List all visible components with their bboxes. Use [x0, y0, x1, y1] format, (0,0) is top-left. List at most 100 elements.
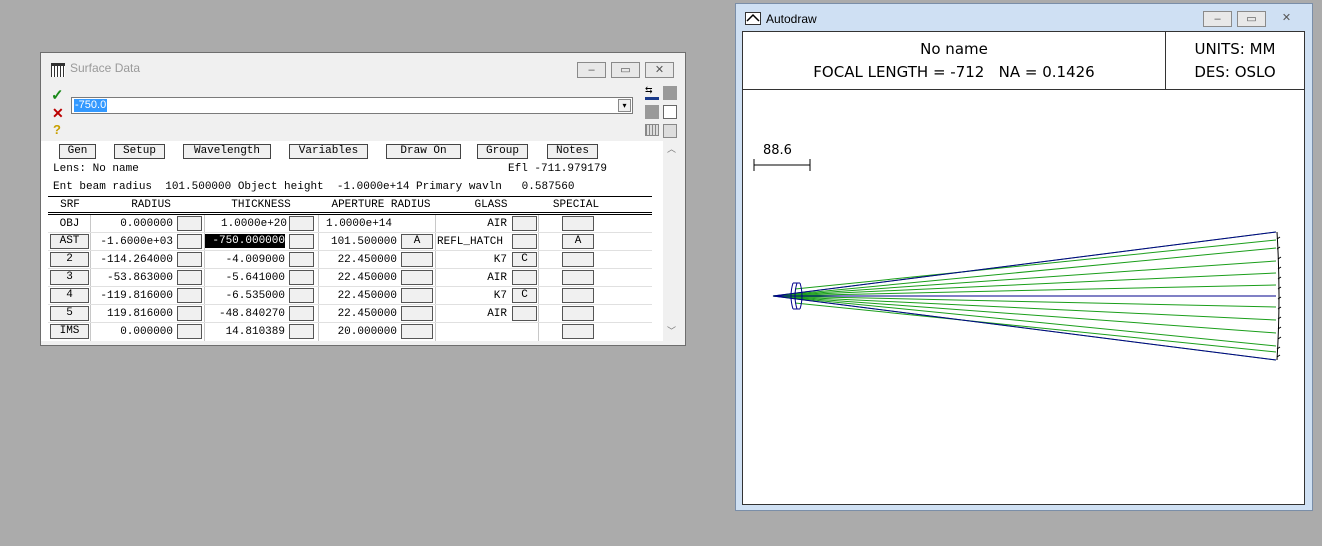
close-button[interactable]: ✕	[645, 62, 674, 78]
special-button[interactable]	[562, 252, 594, 267]
aperture-flag[interactable]	[401, 306, 433, 321]
srf-button[interactable]: 4	[50, 288, 89, 303]
radius-value[interactable]: 0.000000	[120, 326, 173, 338]
glass-flag[interactable]: C	[512, 288, 537, 303]
radius-flag[interactable]	[177, 270, 202, 285]
col-sep	[435, 215, 436, 341]
autodraw-titlebar[interactable]: Autodraw – ▭ ✕	[736, 4, 1312, 32]
aperture-flag[interactable]	[401, 270, 433, 285]
notes-button[interactable]: Notes	[547, 144, 598, 159]
aperture-value[interactable]: 20.000000	[337, 326, 397, 338]
aperture-value[interactable]: 101.500000	[330, 236, 397, 248]
thickness-value[interactable]: -5.641000	[225, 272, 285, 284]
radius-flag[interactable]	[177, 288, 202, 303]
special-button[interactable]	[562, 288, 594, 303]
dropdown-button[interactable]: ▾	[618, 99, 631, 112]
aperture-flag[interactable]	[401, 324, 433, 339]
aperture-value[interactable]: 22.450000	[337, 272, 397, 284]
wavelength-button[interactable]: Wavelength	[183, 144, 271, 159]
thickness-value[interactable]: -6.535000	[225, 290, 285, 302]
radius-value[interactable]: -53.863000	[106, 272, 173, 284]
aperture-value[interactable]: 22.450000	[337, 254, 397, 266]
gray-square-icon[interactable]	[663, 86, 677, 100]
thickness-value-selected[interactable]: -750.000000	[205, 234, 285, 248]
srf-label: OBJ	[59, 218, 80, 230]
arrow-toggle-icon[interactable]: ⇆	[645, 86, 659, 100]
gen-button[interactable]: Gen	[59, 144, 96, 159]
srf-button[interactable]: 3	[50, 270, 89, 285]
header-thickness: THICKNESS	[231, 199, 291, 211]
variables-button[interactable]: Variables	[289, 144, 368, 159]
glass-value[interactable]: K7	[493, 290, 507, 302]
thickness-value[interactable]: 1.0000e+20	[220, 218, 287, 230]
radius-flag[interactable]	[177, 234, 202, 249]
glass-flag[interactable]	[512, 216, 537, 231]
close-button[interactable]: ✕	[1281, 12, 1292, 24]
radius-value[interactable]: 119.816000	[106, 308, 173, 320]
radius-value[interactable]: -119.816000	[100, 290, 173, 302]
radius-flag[interactable]	[177, 306, 202, 321]
glass-value[interactable]: AIR	[487, 218, 507, 230]
radius-flag[interactable]	[177, 252, 202, 267]
radius-value[interactable]: 0.000000	[120, 218, 173, 230]
aperture-flag[interactable]: A	[401, 234, 433, 249]
srf-button[interactable]: AST	[50, 234, 89, 249]
maximize-button[interactable]: ▭	[611, 62, 640, 78]
help-icon[interactable]: ?	[53, 122, 61, 137]
keyboard-icon[interactable]	[645, 124, 659, 136]
page-icon[interactable]	[663, 124, 677, 138]
aperture-flag[interactable]	[401, 288, 433, 303]
radius-flag[interactable]	[177, 216, 202, 231]
surface-table: Gen Setup Wavelength Variables Draw On G…	[41, 141, 663, 341]
scroll-up-icon[interactable]: ︿	[667, 144, 677, 154]
thickness-flag[interactable]	[289, 306, 314, 321]
glass-value[interactable]: K7	[493, 254, 507, 266]
surface-data-titlebar[interactable]: Surface Data – ▭ ✕	[41, 53, 685, 81]
srf-button[interactable]: 2	[50, 252, 89, 267]
special-button[interactable]	[562, 216, 594, 231]
scroll-down-icon[interactable]: ﹀	[667, 326, 677, 336]
radius-value[interactable]: -1.6000e+03	[100, 236, 173, 248]
value-input[interactable]: -750.0 ▾	[71, 97, 633, 114]
designer-label: DES: OSLO	[1194, 63, 1276, 81]
vertical-scrollbar[interactable]: ︿ ﹀	[663, 141, 680, 341]
thickness-flag[interactable]	[289, 270, 314, 285]
setup-button[interactable]: Setup	[114, 144, 165, 159]
thickness-flag[interactable]	[289, 216, 314, 231]
minimize-button[interactable]: –	[577, 62, 606, 78]
minimize-button[interactable]: –	[1203, 11, 1232, 27]
thickness-value[interactable]: 14.810389	[225, 326, 285, 338]
maximize-button[interactable]: ▭	[1237, 11, 1266, 27]
group-button[interactable]: Group	[477, 144, 528, 159]
radius-value[interactable]: -114.264000	[100, 254, 173, 266]
copy-icon[interactable]	[663, 105, 677, 119]
aperture-value[interactable]: 22.450000	[337, 290, 397, 302]
special-button[interactable]: A	[562, 234, 594, 249]
check-icon[interactable]: ✓	[51, 87, 64, 104]
glass-flag[interactable]	[512, 270, 537, 285]
thickness-flag[interactable]	[289, 234, 314, 249]
glass-value[interactable]: AIR	[487, 308, 507, 320]
srf-button[interactable]: 5	[50, 306, 89, 321]
thickness-value[interactable]: -4.009000	[225, 254, 285, 266]
glass-value[interactable]: AIR	[487, 272, 507, 284]
draw-on-button[interactable]: Draw On	[386, 144, 461, 159]
glass-value[interactable]: REFL_HATCH	[437, 236, 504, 248]
glass-flag[interactable]	[512, 234, 537, 249]
srf-button[interactable]: IMS	[50, 324, 89, 339]
thickness-value[interactable]: -48.840270	[218, 308, 285, 320]
glass-flag[interactable]	[512, 306, 537, 321]
aperture-value[interactable]: 22.450000	[337, 308, 397, 320]
aperture-flag[interactable]	[401, 252, 433, 267]
cancel-x-icon[interactable]: ✕	[52, 105, 64, 121]
aperture-value[interactable]: 1.0000e+14	[326, 218, 393, 230]
special-button[interactable]	[562, 270, 594, 285]
thickness-flag[interactable]	[289, 252, 314, 267]
special-button[interactable]	[562, 306, 594, 321]
radius-flag[interactable]	[177, 324, 202, 339]
special-button[interactable]	[562, 324, 594, 339]
gray-square-icon-2[interactable]	[645, 105, 659, 119]
glass-flag[interactable]: C	[512, 252, 537, 267]
thickness-flag[interactable]	[289, 324, 314, 339]
thickness-flag[interactable]	[289, 288, 314, 303]
